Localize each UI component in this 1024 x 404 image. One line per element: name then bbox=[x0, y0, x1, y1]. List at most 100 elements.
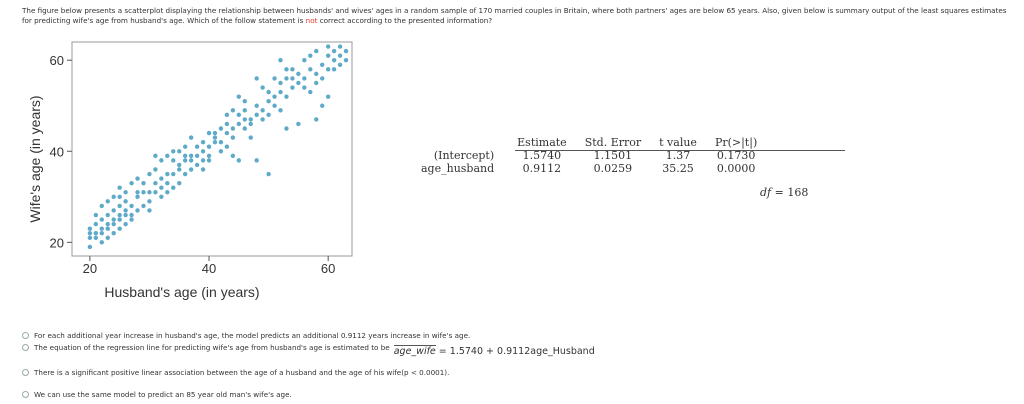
data-point bbox=[165, 171, 170, 177]
data-point bbox=[248, 135, 253, 140]
data-point bbox=[296, 80, 301, 86]
regression-table: Estimate Std. Error t value Pr(>|t|) (In… bbox=[412, 136, 766, 175]
data-point bbox=[171, 185, 176, 190]
data-point bbox=[278, 108, 283, 113]
data-point bbox=[206, 153, 212, 159]
data-point bbox=[224, 121, 230, 127]
data-point bbox=[266, 171, 271, 177]
data-point bbox=[331, 48, 337, 54]
data-point bbox=[147, 199, 152, 204]
table-row: age_husband 0.9112 0.0259 35.25 0.0000 bbox=[412, 162, 766, 175]
data-point bbox=[260, 117, 265, 122]
data-point bbox=[242, 126, 247, 131]
option-1[interactable]: For each additional year increase in hus… bbox=[22, 331, 470, 340]
data-point bbox=[325, 67, 331, 72]
option-2-label: The equation of the regression line for … bbox=[34, 343, 390, 352]
table-header-rule bbox=[515, 150, 845, 151]
data-point bbox=[224, 144, 230, 149]
data-point bbox=[93, 221, 99, 227]
data-point bbox=[182, 144, 188, 149]
table-header-row: Estimate Std. Error t value Pr(>|t|) bbox=[412, 136, 766, 149]
data-point bbox=[343, 48, 349, 54]
cell-std-error: 1.1501 bbox=[593, 149, 633, 162]
data-point bbox=[290, 67, 295, 72]
data-point bbox=[212, 139, 218, 145]
radio-button[interactable] bbox=[22, 391, 29, 398]
data-point bbox=[141, 180, 146, 186]
data-point bbox=[248, 121, 253, 127]
option-4[interactable]: We can use the same model to predict an … bbox=[22, 390, 292, 399]
radio-button[interactable] bbox=[22, 344, 29, 351]
data-point bbox=[236, 158, 242, 163]
data-point bbox=[123, 190, 128, 195]
data-point bbox=[320, 76, 325, 81]
data-point bbox=[206, 144, 212, 149]
question-highlight: not bbox=[305, 15, 318, 25]
data-point bbox=[111, 217, 116, 222]
data-point bbox=[218, 126, 224, 131]
data-point bbox=[278, 89, 283, 95]
col-header-estimate: Estimate bbox=[517, 136, 567, 149]
data-point bbox=[147, 171, 152, 177]
data-point bbox=[266, 112, 271, 118]
data-point bbox=[278, 58, 283, 63]
data-point bbox=[290, 76, 295, 81]
data-point bbox=[99, 226, 104, 231]
data-point bbox=[99, 203, 104, 209]
data-point bbox=[236, 121, 242, 127]
data-point bbox=[135, 208, 140, 213]
data-point bbox=[153, 153, 158, 159]
data-point bbox=[284, 94, 289, 99]
data-point bbox=[254, 158, 259, 163]
data-point bbox=[171, 149, 176, 154]
data-point bbox=[254, 112, 259, 118]
data-point bbox=[260, 108, 265, 113]
radio-button[interactable] bbox=[22, 369, 29, 376]
data-point bbox=[325, 53, 331, 58]
option-2[interactable]: The equation of the regression line for … bbox=[22, 342, 595, 357]
data-point bbox=[93, 235, 99, 240]
data-point bbox=[308, 67, 313, 72]
data-point bbox=[111, 194, 116, 200]
x-axis-label: Husband's age (in years) bbox=[104, 284, 259, 300]
data-point bbox=[147, 190, 152, 195]
data-point bbox=[314, 48, 319, 54]
question-text-after: correct according to the presented infor… bbox=[317, 15, 493, 25]
data-point bbox=[182, 171, 188, 177]
data-point bbox=[206, 130, 212, 136]
data-point bbox=[236, 94, 242, 99]
data-point bbox=[337, 44, 343, 49]
data-point bbox=[93, 212, 99, 218]
data-point bbox=[135, 176, 140, 181]
data-point bbox=[177, 162, 182, 168]
data-point bbox=[325, 44, 331, 49]
data-point bbox=[123, 199, 128, 204]
cell-t-value: 1.37 bbox=[665, 149, 691, 162]
data-point bbox=[260, 85, 265, 90]
data-point bbox=[242, 98, 247, 104]
data-point bbox=[314, 117, 319, 122]
data-point bbox=[123, 221, 128, 227]
option-3[interactable]: There is a significant positive linear a… bbox=[22, 368, 449, 377]
data-point bbox=[200, 158, 206, 163]
y-tick-label: 40 bbox=[50, 144, 64, 159]
data-point bbox=[224, 112, 230, 118]
radio-button[interactable] bbox=[22, 332, 29, 339]
data-point bbox=[99, 240, 104, 245]
y-axis-label: Wife's age (in years) bbox=[27, 95, 43, 222]
data-point bbox=[153, 180, 158, 186]
data-point bbox=[266, 89, 271, 95]
data-point bbox=[117, 217, 122, 222]
data-point bbox=[320, 62, 325, 67]
data-point bbox=[272, 103, 277, 108]
data-point bbox=[284, 67, 289, 72]
col-header-p-value: Pr(>|t|) bbox=[714, 136, 758, 149]
degrees-of-freedom: df = 168 bbox=[760, 186, 808, 199]
question-text: The figure below presents a scatterplot … bbox=[22, 6, 1017, 25]
data-point bbox=[337, 53, 343, 58]
data-point bbox=[206, 158, 212, 163]
data-point bbox=[296, 71, 301, 77]
data-point bbox=[111, 221, 116, 227]
data-point bbox=[230, 126, 236, 131]
data-point bbox=[93, 231, 99, 236]
